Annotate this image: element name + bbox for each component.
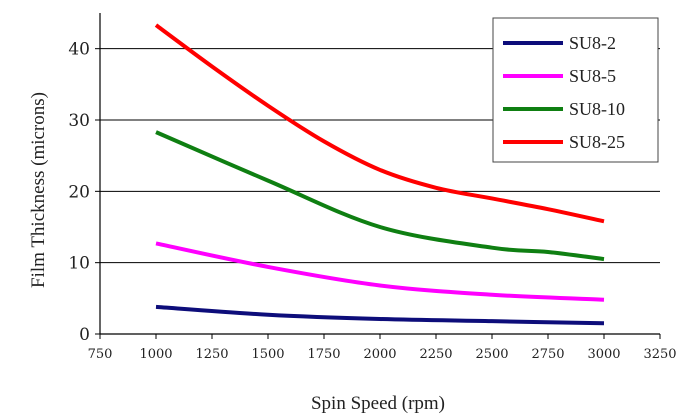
x-tick-label: 1500	[251, 347, 284, 362]
legend-label: SU8-10	[569, 99, 625, 119]
x-tick-label: 2250	[419, 347, 452, 362]
series-line-su8-10	[155, 130, 605, 262]
x-tick-label: 2500	[475, 347, 508, 362]
x-tick-label: 3000	[587, 347, 620, 362]
y-tick-label: 10	[68, 254, 90, 274]
series-line-su8-5	[155, 241, 605, 302]
legend: SU8-2 SU8-5 SU8-10 SU8-25	[492, 17, 659, 163]
legend-label: SU8-25	[569, 132, 625, 152]
x-tick-label: 2750	[531, 347, 564, 362]
series-line-su8-25	[154, 23, 605, 224]
series-lines	[154, 23, 605, 326]
x-tick-label: 750	[88, 347, 113, 362]
y-tick-label: 0	[79, 325, 90, 345]
x-tick-label: 1000	[139, 347, 172, 362]
y-tick-label: 20	[68, 182, 90, 202]
x-tick-labels: 750 1000 1250 1500 1750 2000 2250 2500 2750 3000 3…	[88, 334, 677, 362]
series-line-su8-2	[155, 304, 605, 326]
x-tick-label: 1250	[195, 347, 228, 362]
y-tick-label: 30	[68, 111, 90, 131]
x-tick-label: 3250	[643, 347, 676, 362]
x-tick-label: 1750	[307, 347, 340, 362]
y-tick-label: 40	[68, 40, 90, 60]
legend-label: SU8-5	[569, 66, 616, 86]
x-tick-label: 2000	[363, 347, 396, 362]
legend-label: SU8-2	[569, 33, 616, 53]
x-axis-label: Spin Speed (rpm)	[311, 393, 445, 414]
y-tick-labels: 0 10 20 30 40	[68, 40, 100, 345]
y-axis-label: Film Thickness (microns)	[28, 92, 49, 288]
